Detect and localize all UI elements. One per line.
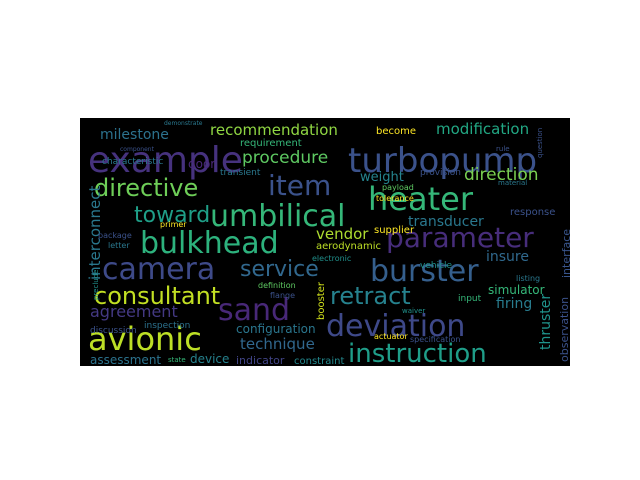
- word-service: service: [240, 257, 319, 282]
- word-thruster: thruster: [538, 294, 554, 350]
- word-transient: transient: [220, 168, 261, 178]
- word-response: response: [510, 207, 555, 218]
- word-electronic: electronic: [312, 254, 351, 263]
- word-observation: observation: [558, 297, 570, 362]
- word-parameter: parameter: [386, 221, 534, 254]
- word-item: item: [268, 169, 331, 202]
- word-interconnect: interconnect: [86, 185, 104, 280]
- word-technique: technique: [240, 335, 315, 353]
- word-booster: booster: [316, 281, 327, 320]
- word-sand: sand: [218, 293, 290, 328]
- word-toward: toward: [134, 203, 210, 228]
- word-become: become: [376, 126, 416, 137]
- word-direction: direction: [464, 165, 539, 185]
- word-modification: modification: [436, 120, 529, 138]
- word-burster: burster: [370, 254, 479, 289]
- word-instruction: instruction: [348, 339, 487, 366]
- word-state: state: [168, 356, 186, 364]
- word-actuator: actuator: [374, 332, 408, 341]
- word-aerodynamic: aerodynamic: [316, 241, 381, 252]
- word-discussion: discussion: [90, 326, 137, 336]
- word-recommendation: recommendation: [210, 121, 338, 139]
- word-package: package: [98, 231, 132, 240]
- word-umbilical: umbilical: [210, 199, 346, 234]
- word-flange: flange: [270, 291, 295, 300]
- word-material: material: [498, 179, 527, 187]
- word-definition: definition: [258, 281, 296, 290]
- word-demonstrate: demonstrate: [164, 120, 203, 127]
- word-rule: rule: [496, 145, 510, 153]
- word-requirement: requirement: [240, 138, 302, 149]
- word-vendor: vendor: [316, 225, 369, 243]
- word-door: door: [188, 157, 215, 171]
- word-agreement: agreement: [90, 302, 178, 321]
- word-weight: weight: [360, 170, 404, 185]
- word-turbopump: turbopump: [348, 141, 537, 181]
- word-insure: insure: [486, 249, 529, 265]
- word-deviation: deviation: [326, 309, 465, 344]
- word-supplier: supplier: [374, 225, 415, 236]
- word-indicator: indicator: [236, 354, 285, 366]
- word-question: question: [536, 128, 544, 158]
- word-simulator: simulator: [488, 283, 545, 297]
- word-heater: heater: [368, 180, 474, 218]
- word-avionic: avionic: [88, 320, 202, 358]
- word-example: example: [88, 140, 243, 181]
- word-assessment: assessment: [90, 353, 161, 366]
- word-cloud: example turbopump item heater directive umbil…: [80, 118, 570, 366]
- word-bulkhead: bulkhead: [140, 226, 279, 261]
- word-interface: interface: [560, 229, 570, 278]
- word-letter: letter: [108, 241, 130, 250]
- word-inspection: inspection: [144, 321, 190, 331]
- word-configuration: configuration: [236, 322, 316, 336]
- word-component: component: [120, 146, 155, 153]
- word-characteristic: characteristic: [102, 157, 163, 167]
- word-milestone: milestone: [100, 127, 169, 143]
- word-input: input: [458, 294, 482, 304]
- word-vehicle: vehicle: [420, 261, 453, 271]
- word-tolerance: tolerance: [376, 194, 414, 203]
- word-retract: retract: [330, 282, 411, 310]
- word-listing: listing: [516, 274, 540, 283]
- word-provision: provision: [420, 168, 461, 178]
- word-primer: primer: [160, 220, 187, 229]
- word-constraint: constraint: [294, 356, 344, 366]
- word-consultant: consultant: [94, 282, 220, 310]
- word-firing: firing: [496, 296, 532, 312]
- word-device: device: [190, 352, 229, 366]
- word-waiver: waiver: [402, 307, 425, 315]
- word-specification: specification: [410, 335, 460, 344]
- word-directive: directive: [94, 174, 198, 202]
- word-payload: payload: [382, 183, 414, 192]
- word-transducer: transducer: [408, 214, 484, 230]
- word-preclude: preclude: [92, 270, 100, 300]
- word-cloud-canvas: example turbopump item heater directive umbil…: [86, 120, 570, 366]
- word-camera: camera: [102, 252, 215, 287]
- word-procedure: procedure: [242, 148, 328, 168]
